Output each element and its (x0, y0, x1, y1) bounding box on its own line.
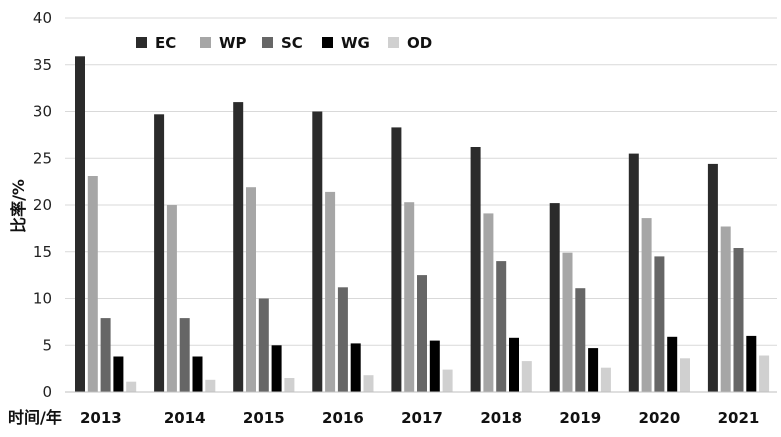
bar-sc-2016 (337, 287, 348, 392)
bar-wg-2018 (509, 337, 519, 392)
bar-wg-2015 (271, 345, 282, 393)
bar-od-2019 (600, 367, 611, 392)
y-tick-label: 20 (33, 196, 52, 214)
bar-ec-2013 (75, 56, 85, 393)
legend-label-wp: WP (219, 34, 247, 52)
y-tick-labels: 0 5 10 15 20 25 30 35 40 (33, 9, 52, 401)
legend-swatch-ec (136, 37, 147, 48)
bar-ec-2014 (154, 114, 165, 393)
bar-wp-2016 (325, 191, 336, 392)
bar-wp-2014 (166, 205, 177, 392)
bar-sc-2018 (496, 261, 507, 392)
bar-sc-2021 (733, 248, 744, 392)
x-tick-label: 2018 (480, 409, 522, 427)
x-tick-label: 2014 (164, 409, 206, 427)
bars (75, 56, 770, 393)
bar-wg-2014 (192, 356, 203, 392)
bar-wg-2017 (429, 340, 440, 392)
x-axis-title: 时间/年 (8, 408, 62, 427)
legend: EC WP SC WG OD (136, 34, 432, 52)
bar-ec-2015 (233, 102, 244, 392)
x-tick-label: 2013 (80, 409, 122, 427)
legend-label-sc: SC (281, 34, 303, 52)
y-tick-label: 30 (33, 103, 52, 121)
x-tick-labels: 2013 2014 2015 2016 2017 2018 2019 2020 2021 (80, 409, 759, 427)
legend-label-wg: WG (341, 34, 370, 52)
bar-od-2017 (442, 369, 453, 392)
gridlines (65, 17, 777, 346)
bar-wp-2015 (246, 187, 256, 392)
bar-od-2021 (759, 355, 770, 392)
bar-sc-2014 (179, 318, 190, 392)
y-tick-label: 0 (42, 383, 52, 401)
legend-label-od: OD (407, 34, 432, 52)
bar-wg-2020 (667, 336, 678, 392)
y-tick-label: 40 (33, 9, 52, 27)
y-tick-label: 25 (33, 149, 52, 167)
bar-wp-2013 (87, 176, 98, 392)
bar-wp-2021 (720, 226, 731, 392)
x-tick-label: 2016 (322, 409, 364, 427)
bar-wp-2019 (562, 252, 573, 392)
bar-wp-2017 (404, 202, 415, 392)
x-tick-label: 2019 (559, 409, 601, 427)
legend-label-ec: EC (155, 34, 176, 52)
bar-wg-2013 (113, 356, 124, 392)
x-tick-label: 2021 (718, 409, 760, 427)
bar-ec-2020 (628, 153, 639, 392)
bar-od-2015 (284, 378, 295, 392)
y-tick-label: 10 (33, 290, 52, 308)
y-tick-label: 15 (33, 243, 52, 261)
bar-wp-2018 (483, 213, 494, 392)
legend-swatch-wp (200, 37, 211, 48)
bar-od-2013 (126, 381, 137, 392)
bar-sc-2013 (100, 318, 111, 392)
bar-od-2018 (521, 361, 532, 392)
bar-ec-2021 (707, 163, 718, 392)
legend-swatch-sc (262, 37, 273, 48)
y-tick-label: 5 (42, 336, 52, 354)
bar-od-2014 (205, 379, 216, 392)
bar-wg-2021 (746, 335, 757, 392)
bar-wg-2016 (350, 343, 361, 392)
bar-ec-2017 (391, 127, 402, 393)
bar-od-2020 (680, 358, 690, 392)
bar-wg-2019 (588, 348, 599, 392)
bar-sc-2020 (654, 256, 665, 392)
bar-od-2016 (363, 375, 374, 392)
x-tick-label: 2017 (401, 409, 443, 427)
bar-sc-2019 (575, 288, 586, 392)
bar-sc-2017 (417, 275, 427, 392)
x-tick-label: 2020 (639, 409, 681, 427)
legend-swatch-wg (322, 37, 333, 48)
bar-sc-2015 (258, 298, 269, 392)
bar-wp-2020 (641, 218, 652, 392)
y-tick-label: 35 (33, 56, 52, 74)
bar-ec-2016 (312, 111, 323, 392)
x-tick-label: 2015 (243, 409, 285, 427)
y-axis-title: 比率/% (9, 179, 28, 233)
bar-ec-2018 (470, 147, 481, 392)
legend-swatch-od (388, 37, 399, 48)
bar-ec-2019 (549, 203, 560, 392)
